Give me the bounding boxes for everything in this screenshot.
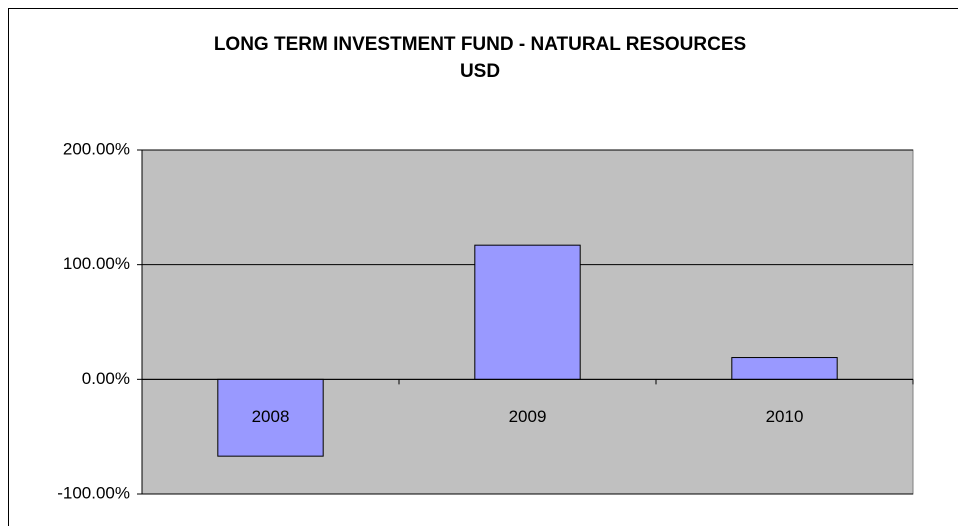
bar	[474, 244, 581, 380]
bar	[731, 357, 838, 380]
x-tick-label: 2008	[252, 407, 290, 426]
y-tick-label: 0.00%	[82, 369, 130, 388]
y-tick-label: 100.00%	[63, 254, 130, 273]
y-tick-label: -100.00%	[57, 483, 130, 502]
x-tick-label: 2009	[509, 407, 547, 426]
x-tick-label: 2010	[766, 407, 804, 426]
y-tick-label: 200.00%	[63, 139, 130, 158]
chart-subtitle: USD	[460, 61, 500, 82]
bar	[217, 378, 324, 457]
chart-title: LONG TERM INVESTMENT FUND - NATURAL RESO…	[214, 34, 746, 55]
